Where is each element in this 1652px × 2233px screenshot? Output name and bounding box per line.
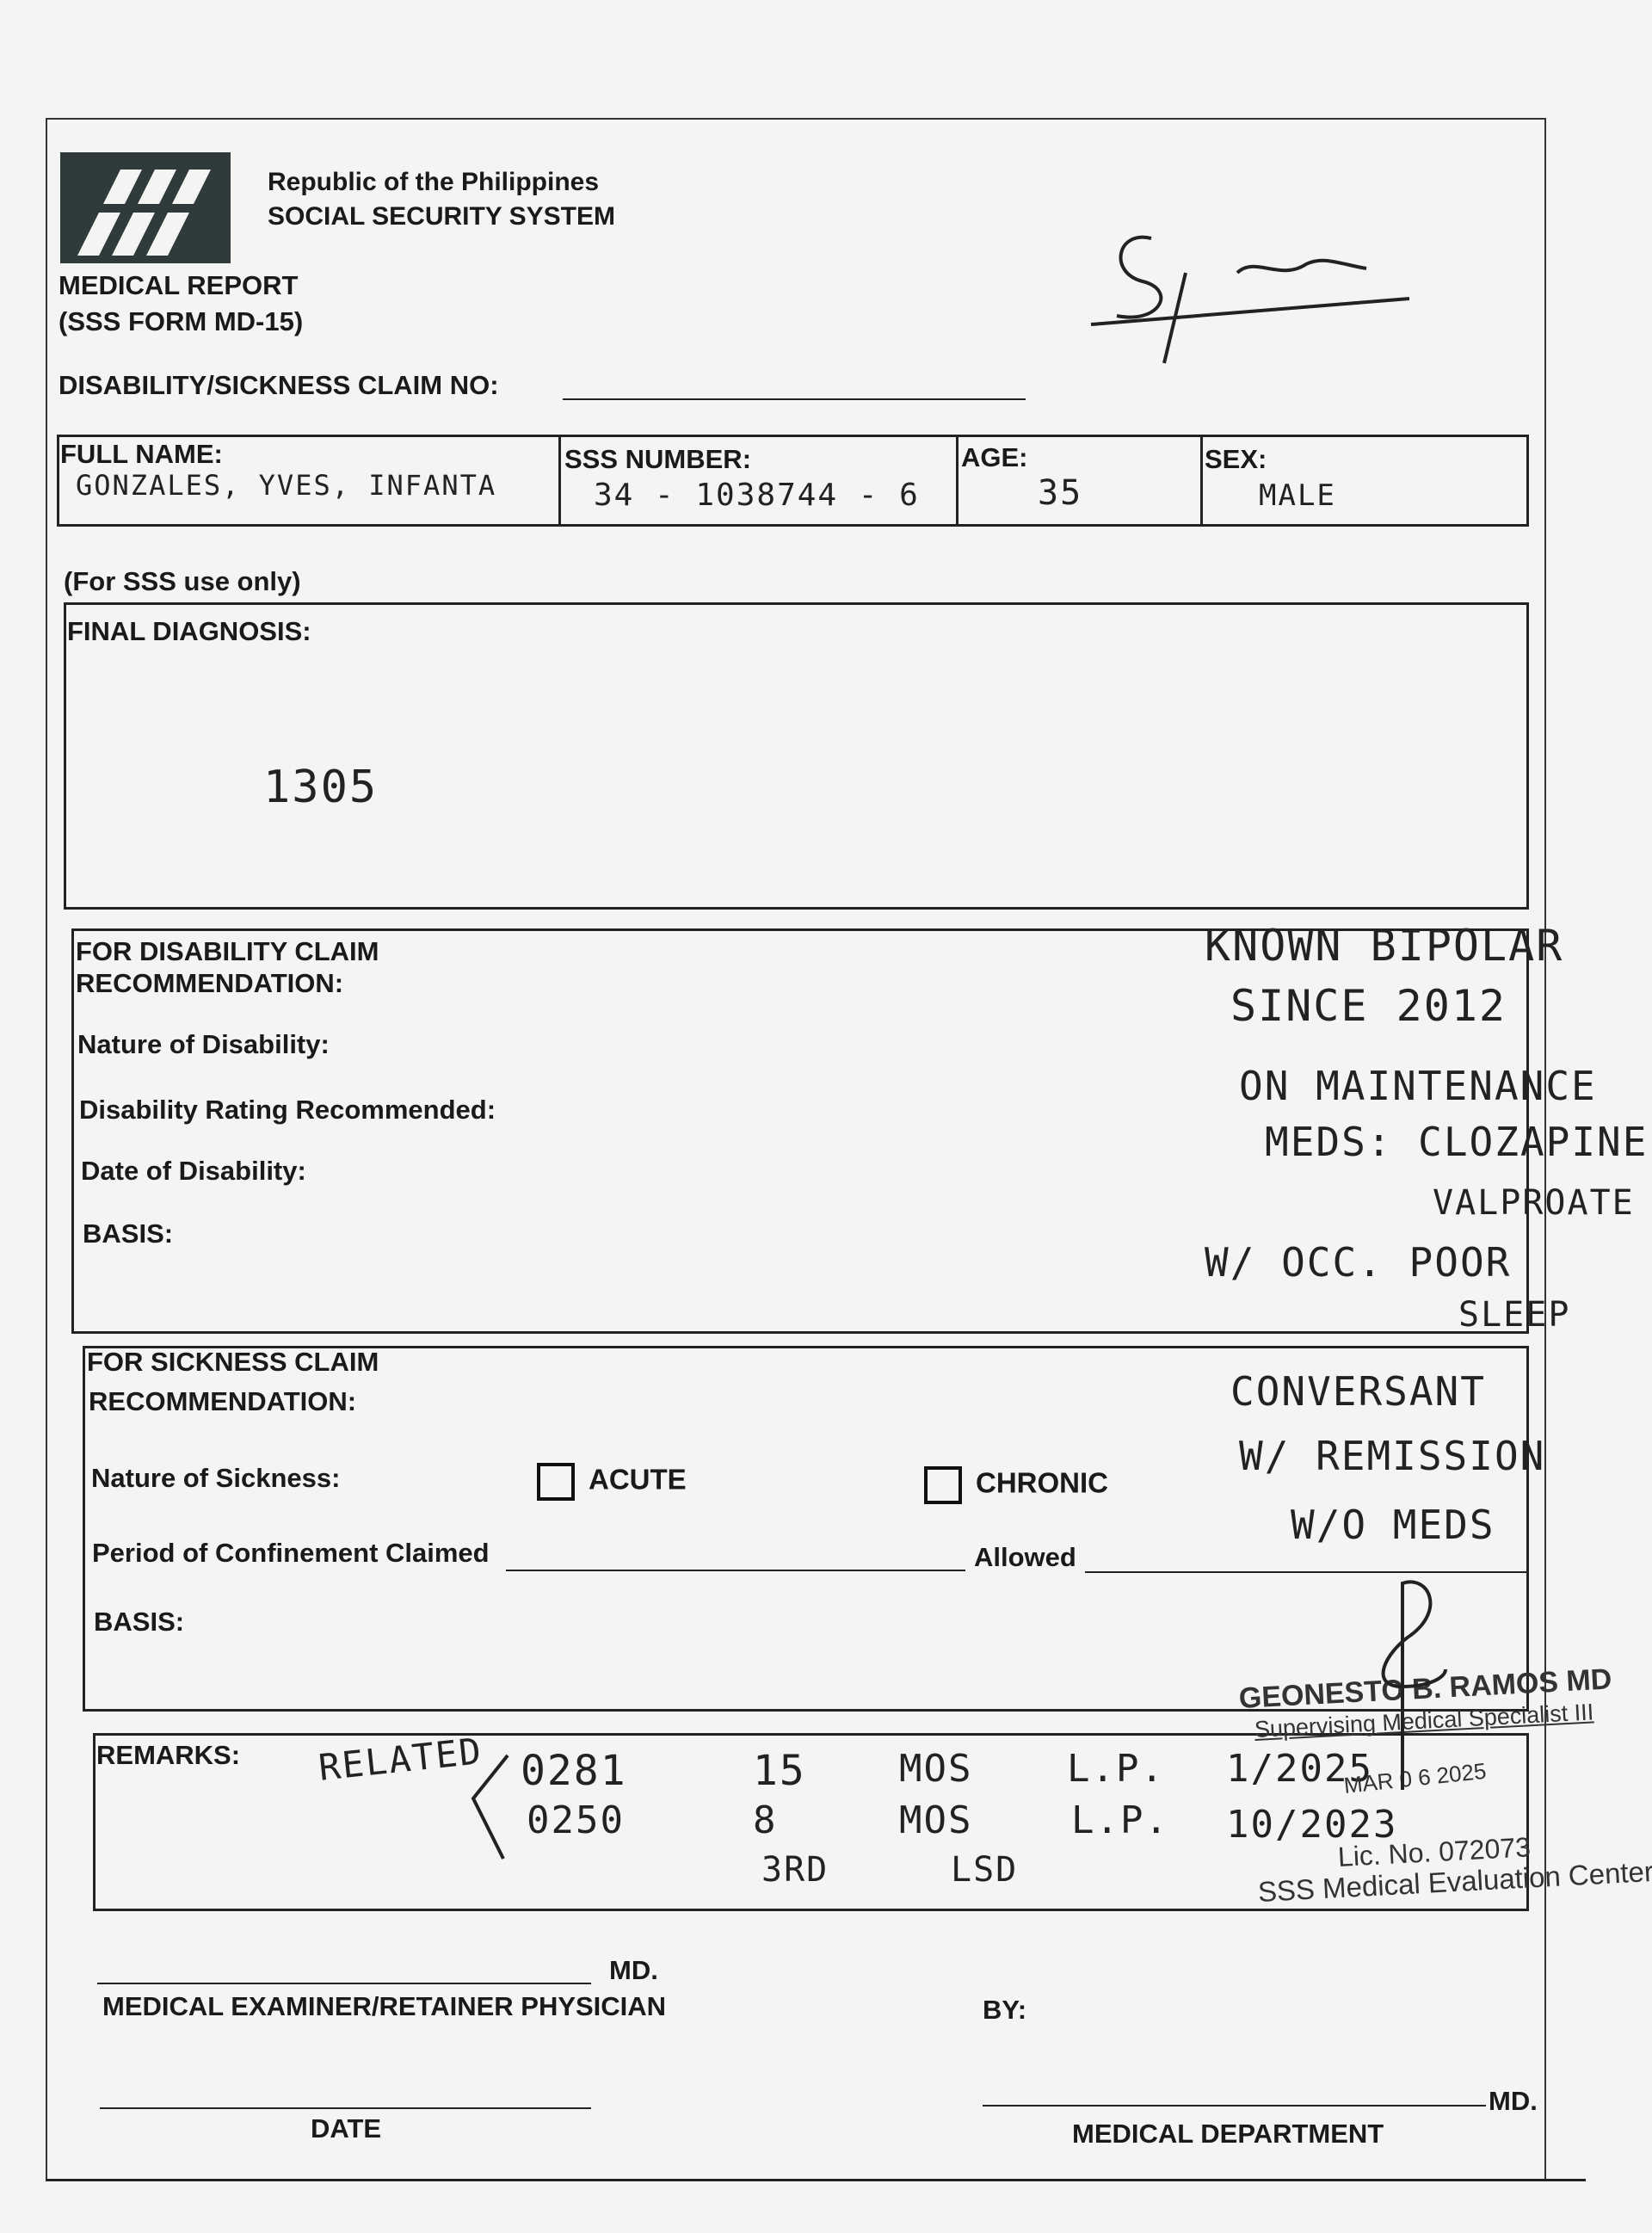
note-line: W/ REMISSION <box>1239 1433 1546 1479</box>
note-line: SINCE 2012 <box>1230 981 1507 1031</box>
sss-number-value[interactable]: 34 - 1038744 - 6 <box>594 478 920 513</box>
nature-of-disability-label: Nature of Disability: <box>77 1029 330 1059</box>
remarks-unit: LSD <box>951 1850 1019 1890</box>
sss-use-only-note: (For SSS use only) <box>64 566 301 596</box>
disability-subtitle: RECOMMENDATION: <box>76 968 344 998</box>
allowed-label: Allowed <box>974 1542 1076 1572</box>
acute-label: ACUTE <box>589 1463 687 1496</box>
sss-number-label: SSS NUMBER: <box>564 444 752 474</box>
sex-label: SEX: <box>1205 444 1267 474</box>
examiner-md-suffix: MD. <box>609 1955 658 1985</box>
sickness-section <box>83 1346 1529 1712</box>
period-confinement-field[interactable] <box>506 1570 965 1571</box>
acute-option[interactable]: ACUTE <box>537 1463 687 1501</box>
remarks-count: 15 <box>753 1747 806 1795</box>
remarks-date: 10/2023 <box>1226 1803 1398 1847</box>
sickness-subtitle: RECOMMENDATION: <box>89 1386 357 1416</box>
full-name-value[interactable]: GONZALES, YVES, INFANTA <box>76 469 497 502</box>
remarks-label: REMARKS: <box>96 1740 241 1770</box>
note-line: CONVERSANT <box>1230 1368 1486 1415</box>
org-line2: SOCIAL SECURITY SYSTEM <box>268 202 615 231</box>
nature-of-sickness-label: Nature of Sickness: <box>91 1463 341 1493</box>
remarks-count: 8 <box>753 1798 778 1842</box>
signature <box>1090 235 1409 364</box>
sickness-title: FOR SICKNESS CLAIM <box>87 1347 379 1377</box>
final-diagnosis-box <box>64 602 1529 910</box>
note-line: VALPROATE <box>1433 1183 1635 1223</box>
note-line: ON MAINTENANCE <box>1239 1063 1597 1109</box>
examiner-signature-line[interactable] <box>97 1983 591 1984</box>
brace-mark <box>471 1754 509 1860</box>
note-line: SLEEP <box>1458 1295 1571 1335</box>
org-line1: Republic of the Philippines <box>268 168 600 196</box>
remarks-code: 0281 <box>521 1747 627 1795</box>
department-md-suffix: MD. <box>1489 2086 1538 2116</box>
note-line: MEDS: CLOZAPINE <box>1265 1119 1649 1165</box>
page-frame <box>46 118 1546 2181</box>
allowed-field[interactable] <box>1085 1571 1526 1573</box>
remarks-count: 3RD <box>761 1850 829 1890</box>
table-divider <box>1200 435 1203 524</box>
remarks-lp: L.P. <box>1071 1798 1169 1842</box>
disability-rating-label: Disability Rating Recommended: <box>79 1095 496 1125</box>
table-divider <box>956 435 959 524</box>
chronic-label: CHRONIC <box>976 1466 1108 1499</box>
remarks-code: 0250 <box>527 1798 625 1842</box>
sss-logo <box>60 152 231 263</box>
remarks-date: 1/2025 <box>1226 1747 1373 1791</box>
patient-info-table <box>57 435 1529 527</box>
date-of-disability-label: Date of Disability: <box>81 1156 306 1186</box>
remarks-unit: MOS <box>899 1798 973 1842</box>
disability-section <box>71 928 1529 1334</box>
period-confinement-label: Period of Confinement Claimed <box>92 1538 490 1568</box>
bottom-border <box>46 2179 1586 2181</box>
chronic-option[interactable]: CHRONIC <box>924 1466 1108 1504</box>
final-diagnosis-label: FINAL DIAGNOSIS: <box>67 616 311 646</box>
remarks-lp: L.P. <box>1067 1747 1165 1791</box>
note-line: W/O MEDS <box>1291 1502 1495 1548</box>
examiner-label: MEDICAL EXAMINER/RETAINER PHYSICIAN <box>102 1991 667 2021</box>
age-value[interactable]: 35 <box>1038 473 1083 513</box>
form-code: (SSS FORM MD-15) <box>59 306 304 336</box>
acute-checkbox[interactable] <box>537 1463 575 1501</box>
date-line[interactable] <box>100 2107 591 2109</box>
note-line: W/ OCC. POOR <box>1205 1239 1512 1286</box>
by-label: BY: <box>983 1995 1027 2025</box>
disability-title: FOR DISABILITY CLAIM <box>76 936 379 966</box>
date-label: DATE <box>311 2113 382 2144</box>
form-title: MEDICAL REPORT <box>59 270 299 300</box>
disability-basis-label: BASIS: <box>83 1218 174 1249</box>
note-line: KNOWN BIPOLAR <box>1205 921 1564 971</box>
full-name-label: FULL NAME: <box>60 439 223 469</box>
table-divider <box>558 435 561 524</box>
remarks-box <box>93 1733 1529 1911</box>
sex-value[interactable]: MALE <box>1259 478 1336 513</box>
medical-department-label: MEDICAL DEPARTMENT <box>1072 2119 1384 2149</box>
age-label: AGE: <box>961 442 1028 472</box>
remarks-unit: MOS <box>899 1747 973 1791</box>
claim-no-label: DISABILITY/SICKNESS CLAIM NO: <box>59 370 499 400</box>
final-diagnosis-value[interactable]: 1305 <box>263 762 379 813</box>
claim-no-field[interactable] <box>563 398 1026 400</box>
sickness-basis-label: BASIS: <box>94 1607 185 1637</box>
stamp-initials <box>1381 1580 1447 1790</box>
department-signature-line[interactable] <box>983 2105 1486 2107</box>
chronic-checkbox[interactable] <box>924 1466 962 1504</box>
